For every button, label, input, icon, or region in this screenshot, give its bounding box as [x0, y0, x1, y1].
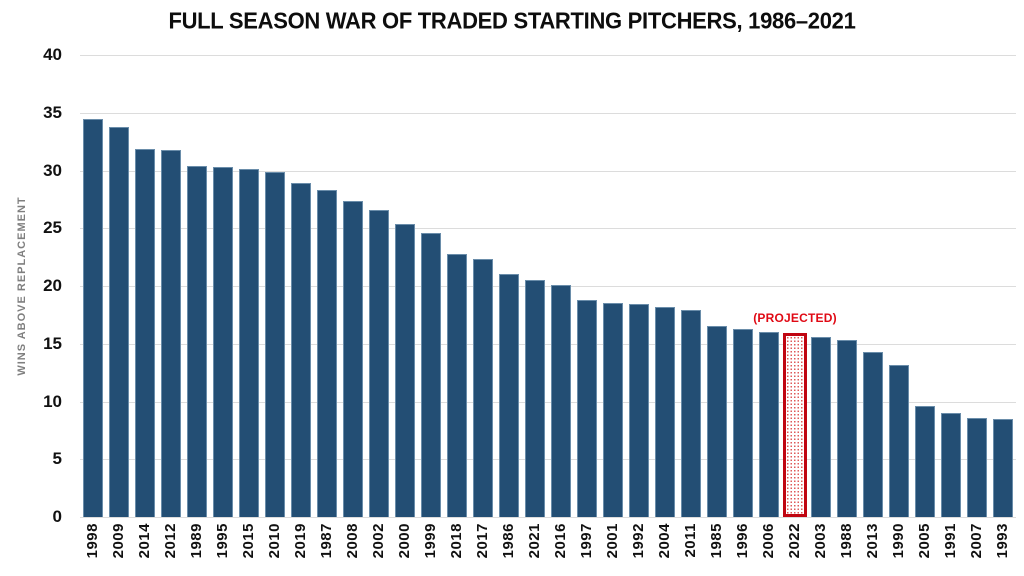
- x-tick-label-2018: 2018: [448, 523, 465, 559]
- x-tick-label-1999: 1999: [422, 523, 439, 559]
- x-tick-label-2022: 2022: [786, 523, 803, 559]
- y-tick-label-10: 10: [43, 391, 62, 411]
- x-tick-label-1990: 1990: [890, 523, 907, 559]
- x-tick-label-2013: 2013: [864, 523, 881, 559]
- bar-1995: [213, 167, 233, 517]
- x-tick-label-1985: 1985: [708, 523, 725, 559]
- x-tick-label-2019: 2019: [292, 523, 309, 559]
- x-tick-label-1988: 1988: [838, 523, 855, 559]
- x-tick-label-1987: 1987: [318, 523, 335, 559]
- bar-1988: [837, 340, 857, 517]
- x-tick-label-1989: 1989: [188, 523, 205, 559]
- bar-2001: [603, 303, 623, 517]
- bar-2015: [239, 169, 259, 517]
- x-tick-label-2010: 2010: [266, 523, 283, 559]
- bar-1991: [941, 413, 961, 517]
- gridline-10: [80, 401, 1016, 403]
- x-tick-label-2016: 2016: [552, 523, 569, 559]
- x-tick-label-2021: 2021: [526, 523, 543, 559]
- x-tick-label-2017: 2017: [474, 523, 491, 559]
- y-tick-label-40: 40: [43, 45, 62, 64]
- x-tick-label-1995: 1995: [214, 523, 231, 559]
- x-tick-label-2011: 2011: [682, 523, 699, 558]
- gridline-35: [80, 112, 1016, 114]
- y-tick-label-5: 5: [52, 449, 62, 469]
- bar-2000: [395, 223, 415, 517]
- x-tick-label-2009: 2009: [110, 523, 127, 559]
- bar-2007: [967, 417, 987, 517]
- x-tick-label-1998: 1998: [84, 523, 101, 559]
- x-tick-label-2003: 2003: [812, 523, 829, 559]
- bar-2009: [109, 126, 129, 517]
- bar-2012: [161, 149, 181, 517]
- x-tick-label-1996: 1996: [734, 523, 751, 559]
- bar-1986: [499, 274, 519, 517]
- y-tick-label-15: 15: [43, 333, 62, 353]
- x-tick-label-1997: 1997: [578, 523, 595, 559]
- x-tick-label-2015: 2015: [240, 523, 257, 559]
- x-tick-label-1992: 1992: [630, 523, 647, 559]
- plot-area: (PROJECTED): [80, 55, 1016, 518]
- chart-title: FULL SEASON WAR OF TRADED STARTING PITCH…: [168, 7, 856, 34]
- gridline-5: [80, 459, 1016, 461]
- bar-1989: [187, 165, 207, 517]
- bar-2008: [343, 200, 363, 517]
- x-tick-label-2007: 2007: [968, 523, 985, 559]
- x-tick-label-1991: 1991: [942, 523, 959, 559]
- projected-annotation: (PROJECTED): [753, 311, 837, 326]
- bar-2018: [447, 253, 467, 517]
- x-tick-label-1986: 1986: [500, 523, 517, 559]
- bar-2013: [863, 351, 883, 517]
- x-tick-label-2005: 2005: [916, 523, 933, 559]
- bar-2010: [265, 171, 285, 517]
- bar-1996: [733, 328, 753, 517]
- y-tick-label-35: 35: [43, 102, 62, 122]
- x-tick-label-2001: 2001: [604, 523, 621, 559]
- bar-1993: [993, 418, 1013, 517]
- gridline-15: [80, 343, 1016, 345]
- bar-2019: [291, 183, 311, 517]
- bar-2021: [525, 280, 545, 517]
- y-tick-label-20: 20: [43, 276, 62, 295]
- gridline-20: [80, 286, 1016, 287]
- bar-2002: [369, 209, 389, 517]
- x-tick-label-2000: 2000: [396, 523, 413, 559]
- x-tick-label-2012: 2012: [162, 523, 179, 559]
- y-tick-label-30: 30: [43, 160, 62, 180]
- bar-2014: [135, 148, 155, 517]
- x-tick-label-2006: 2006: [760, 523, 777, 559]
- x-tick-label-1993: 1993: [994, 523, 1011, 559]
- bar-1990: [889, 364, 909, 517]
- bar-2016: [551, 284, 571, 517]
- bar-1998: [83, 118, 103, 517]
- x-tick-label-2004: 2004: [656, 523, 673, 559]
- bar-2011: [681, 310, 701, 517]
- y-tick-label-0: 0: [52, 507, 62, 526]
- x-tick-label-2008: 2008: [344, 523, 361, 559]
- y-tick-label-25: 25: [43, 218, 62, 238]
- bar-2003: [811, 336, 831, 517]
- bar-2017: [473, 259, 493, 517]
- bar-2006: [759, 332, 779, 517]
- x-tick-label-2014: 2014: [136, 523, 153, 559]
- bar-1987: [317, 190, 337, 517]
- bar-1985: [707, 326, 727, 517]
- gridline-30: [80, 170, 1016, 172]
- bar-1999: [421, 232, 441, 517]
- gridline-25: [80, 228, 1016, 230]
- bar-2004: [655, 306, 675, 517]
- x-tick-label-2002: 2002: [370, 523, 387, 559]
- gridline-0: [80, 517, 1016, 518]
- gridline-40: [80, 55, 1016, 56]
- bar-2005: [915, 406, 935, 517]
- bar-1997: [577, 299, 597, 517]
- bar-projected-2022: [783, 333, 807, 517]
- bar-1992: [629, 304, 649, 517]
